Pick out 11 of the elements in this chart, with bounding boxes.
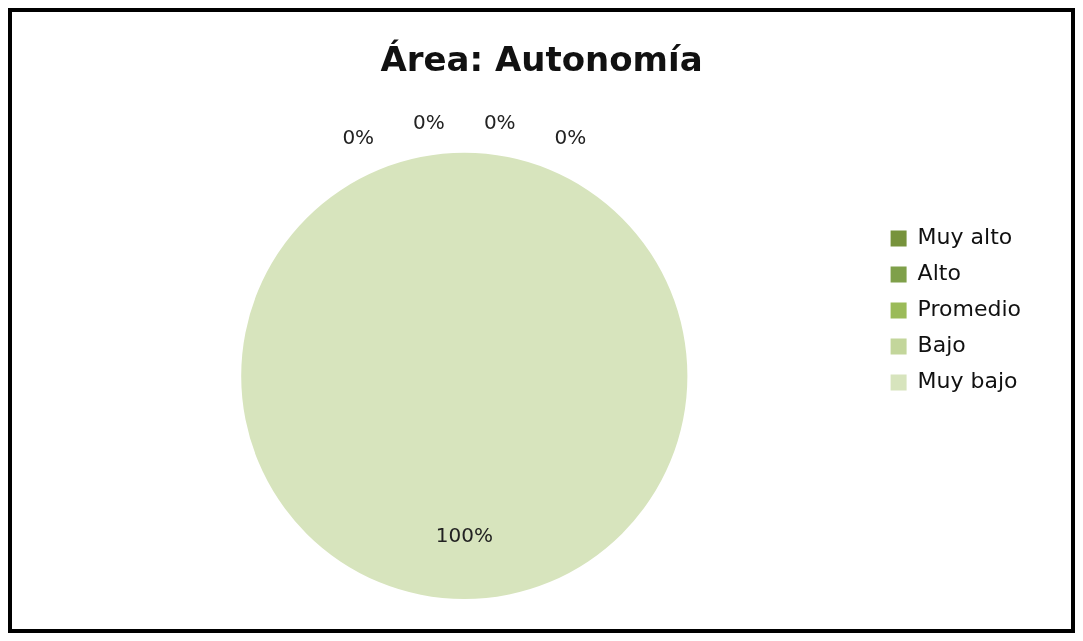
- data-label: 100%: [435, 522, 493, 547]
- legend-label: Muy bajo: [917, 368, 1018, 394]
- text: 0%: [554, 124, 587, 149]
- legend-label: Alto: [917, 260, 961, 286]
- chart-title: Área: Autonomía: [380, 39, 703, 80]
- text: 0%: [412, 110, 445, 135]
- legend-label: Promedio: [917, 296, 1021, 322]
- text: 0%: [483, 110, 516, 135]
- legend-label: Bajo: [917, 332, 966, 358]
- text: 0%: [342, 124, 375, 149]
- legend-label: Muy alto: [917, 224, 1013, 250]
